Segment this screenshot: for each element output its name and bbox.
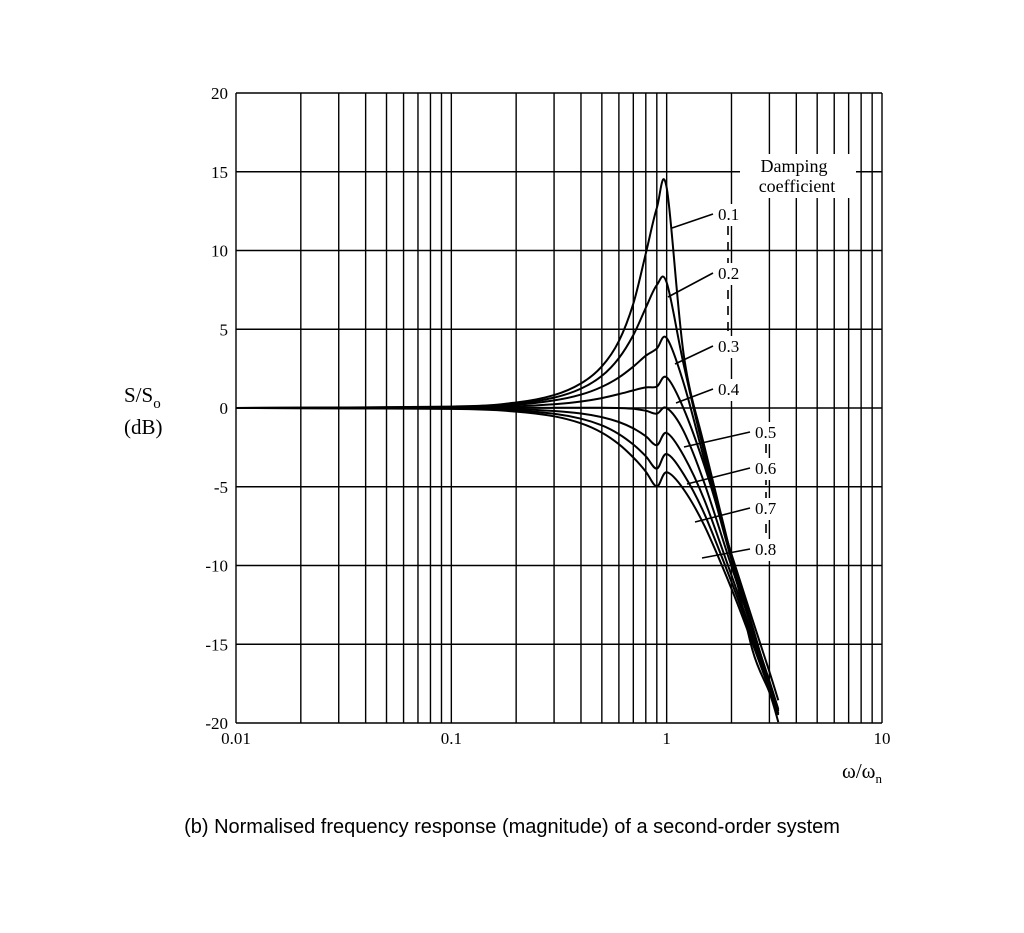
series-line-0-3 xyxy=(235,335,780,711)
x-tick-label-2: 1 xyxy=(662,729,671,748)
legend-title-line2: coefficient xyxy=(759,176,836,196)
leader-line-4 xyxy=(683,431,751,448)
curve-label-0-1: 0.1 xyxy=(718,205,739,224)
y-tick-label-7: -15 xyxy=(205,635,228,654)
curve-label-0-2: 0.2 xyxy=(718,264,739,283)
y-tick-label-4: 0 xyxy=(220,399,229,418)
x-axis-label: ω/ωn xyxy=(842,759,882,786)
curve-label-0-6: 0.6 xyxy=(755,459,776,478)
series-line-0-7 xyxy=(235,407,780,714)
series-line-0-1 xyxy=(235,178,780,723)
y-tick-label-6: -10 xyxy=(205,557,228,576)
series-line-0-5 xyxy=(236,406,780,710)
y-axis-label-line1: S/So xyxy=(124,383,161,412)
leader-line-7 xyxy=(701,548,751,559)
leader-line-0 xyxy=(671,213,714,229)
series-line-0-2 xyxy=(235,275,780,715)
curve-label-0-7: 0.7 xyxy=(755,499,777,518)
leader-line-6 xyxy=(694,507,751,523)
curves xyxy=(235,178,780,723)
leader-line-3 xyxy=(675,388,714,404)
legend-title-line1: Damping xyxy=(761,156,828,176)
frequency-response-chart: 0.01 0.1 1 10 20 15 10 5 0 -5 -10 -15 -20 Damping co… xyxy=(124,84,891,786)
series-line-0-8 xyxy=(235,407,780,716)
leader-line-5 xyxy=(686,467,751,485)
curve-label-0-8: 0.8 xyxy=(755,540,776,559)
curve-label-0-4: 0.4 xyxy=(718,380,740,399)
y-tick-label-2: 10 xyxy=(211,242,228,261)
leader-line-1 xyxy=(667,272,714,298)
x-tick-label-1: 0.1 xyxy=(441,729,462,748)
curve-label-0-5: 0.5 xyxy=(755,423,776,442)
series-line-0-6 xyxy=(235,407,780,712)
figure-caption: (b) Normalised frequency response (magni… xyxy=(184,816,840,838)
curve-labels: 0.1 0.2 0.3 0.4 0.5 0.6 0.7 0.8 xyxy=(715,204,784,561)
y-tick-label-5: -5 xyxy=(214,478,228,497)
series-line-0-4 xyxy=(235,375,780,701)
y-tick-label-0: 20 xyxy=(211,84,228,103)
y-tick-label-3: 5 xyxy=(220,320,229,339)
y-tick-label-1: 15 xyxy=(211,163,228,182)
leader-line-2 xyxy=(674,345,714,365)
legend-title-background xyxy=(740,154,856,198)
y-axis-label-line2: (dB) xyxy=(124,415,163,439)
x-tick-label-3: 10 xyxy=(874,729,891,748)
y-tick-label-8: -20 xyxy=(205,714,228,733)
curve-label-0-3: 0.3 xyxy=(718,337,739,356)
x-tick-label-0: 0.01 xyxy=(221,729,251,748)
tick-labels: 0.01 0.1 1 10 20 15 10 5 0 -5 -10 -15 -20 xyxy=(205,84,890,748)
